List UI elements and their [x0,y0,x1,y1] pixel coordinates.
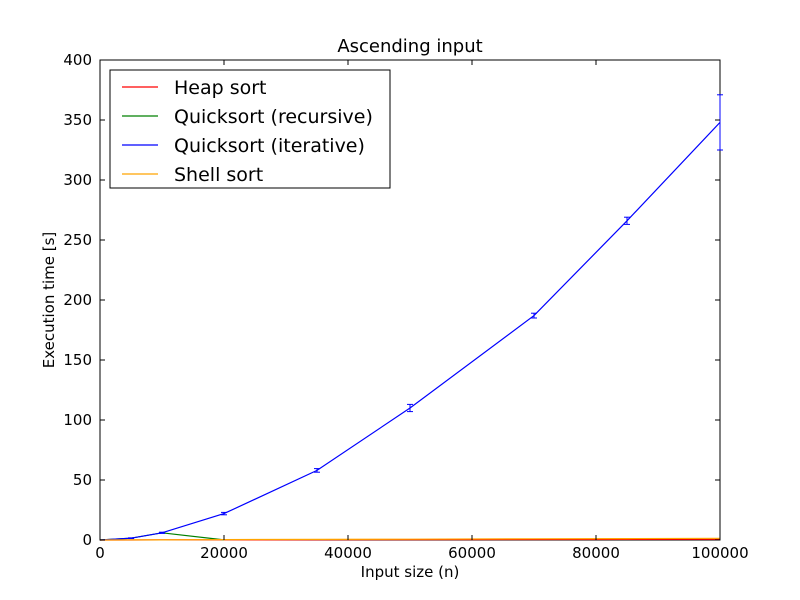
y-tick-label: 0 [82,531,92,549]
y-tick-label: 300 [63,171,92,189]
legend-label: Shell sort [174,164,263,186]
y-tick-label: 400 [63,51,92,69]
y-axis-label: Execution time [s] [40,232,58,369]
ticks-layer: 0 20000 40000 60000 80000 100000 0 50 100 150 200 2… [63,51,748,562]
y-tick-label: 200 [63,291,92,309]
legend: Heap sort Quicksort (recursive) Quicksort … [109,69,391,189]
x-tick-label: 20000 [200,544,248,562]
series-layer [99,94,723,541]
y-tick-label: 250 [63,231,92,249]
y-tick-label: 50 [73,471,92,489]
x-tick-label: 0 [95,544,105,562]
legend-label: Heap sort [174,77,267,99]
y-tick-label: 100 [63,411,92,429]
x-tick-label: 100000 [691,544,748,562]
x-axis-label: Input size (n) [361,563,460,581]
x-tick-label: 60000 [448,544,496,562]
y-tick-label: 350 [63,111,92,129]
legend-label: Quicksort (recursive) [174,106,373,128]
legend-box [109,69,391,189]
x-tick-label: 80000 [572,544,620,562]
legend-label: Quicksort (iterative) [174,135,365,157]
y-tick-label: 150 [63,351,92,369]
chart-title: Ascending input [337,36,482,57]
x-tick-label: 40000 [324,544,372,562]
